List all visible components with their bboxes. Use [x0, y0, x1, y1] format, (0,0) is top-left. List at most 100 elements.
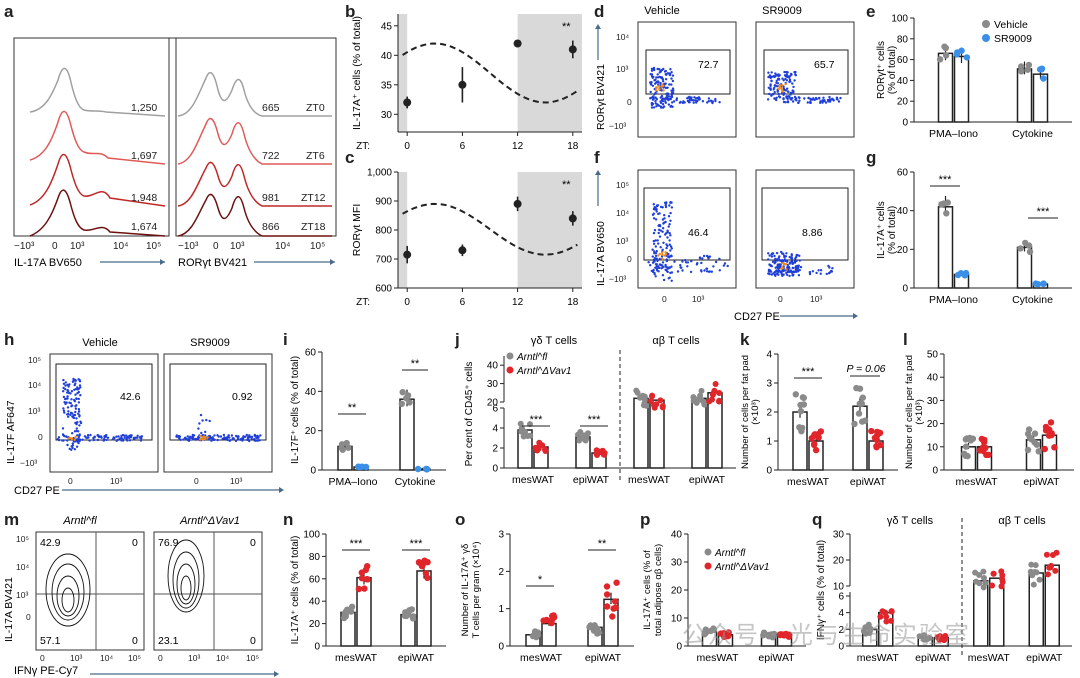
- ylabel-line: (×10³): [914, 399, 925, 425]
- event-dot: [661, 103, 665, 106]
- sample-dot: [651, 402, 657, 409]
- event-dot: [777, 92, 780, 96]
- event-dot: [653, 252, 656, 255]
- bar-vehicle-0: [937, 206, 954, 289]
- event-dot: [839, 96, 842, 100]
- xcat-label: mesWAT: [335, 652, 378, 664]
- event-dot: [706, 101, 709, 104]
- event-dot: [248, 434, 251, 437]
- ytick-label: 60: [305, 348, 317, 359]
- event-dot: [665, 246, 668, 250]
- event-dot: [200, 431, 203, 435]
- sample-dot: [859, 418, 866, 425]
- event-dot: [72, 377, 75, 381]
- event-dot: [70, 437, 74, 440]
- event-dot: [73, 448, 77, 451]
- event-dot: [828, 95, 831, 99]
- event-dot: [652, 217, 656, 220]
- svg-text:10³: 10³: [28, 406, 40, 416]
- event-dot: [670, 271, 674, 274]
- m-q-right-1: 0: [250, 537, 256, 549]
- event-dot: [659, 69, 662, 73]
- event-dot: [129, 434, 132, 437]
- sample-dot: [609, 613, 616, 620]
- m-q-left-0: 42.9: [40, 537, 61, 549]
- event-dot: [70, 404, 74, 407]
- sample-dot: [402, 609, 409, 616]
- event-dot: [665, 94, 669, 98]
- event-dot: [659, 81, 662, 85]
- event-dot: [75, 404, 78, 407]
- q-title-gd: γδ T cells: [887, 515, 934, 527]
- event-dot: [68, 447, 71, 450]
- sample-dot: [797, 401, 804, 409]
- event-dot: [781, 266, 784, 270]
- sample-dot: [716, 397, 723, 404]
- event-dot: [793, 270, 796, 274]
- xtick-label: 6: [460, 141, 466, 150]
- event-dot: [67, 415, 70, 418]
- event-dot: [775, 96, 778, 100]
- significance-label: **: [348, 402, 357, 414]
- sample-dot: [1043, 551, 1050, 558]
- event-dot: [68, 437, 72, 440]
- event-dot: [66, 413, 69, 416]
- panel-label-l: l: [903, 330, 908, 349]
- sample-dot: [1036, 576, 1043, 583]
- panel-l-bar-chart: 0 10 20 30 40 50 mesWAT epiWAT Number of cells p…: [904, 350, 1074, 488]
- event-dot: [789, 93, 792, 96]
- sample-dot: [603, 591, 611, 598]
- event-dot: [789, 72, 793, 76]
- event-dot: [66, 389, 69, 392]
- sample-dot: [633, 387, 640, 394]
- histogram-left-zt12: [29, 153, 166, 207]
- sample-dot: [978, 435, 985, 443]
- ytick-label: 3: [498, 530, 504, 541]
- xlabel: ZT:: [356, 141, 370, 150]
- event-dot: [819, 272, 822, 275]
- xcat-label: mesWAT: [787, 476, 830, 488]
- event-dot: [661, 274, 665, 277]
- event-dot: [781, 261, 785, 265]
- sample-dot: [603, 603, 611, 610]
- ytick-label: 50: [927, 350, 939, 361]
- panel-q-bar-chart: γδ T cells αβ T cells 0 2 4 610 20 30 mesWAT epiW…: [816, 515, 1072, 664]
- event-dot: [783, 70, 786, 74]
- event-dot: [651, 98, 655, 101]
- event-dot: [786, 101, 790, 104]
- event-dot: [661, 261, 665, 264]
- sample-dot: [980, 568, 987, 575]
- event-dot: [664, 203, 667, 207]
- sample-dot: [536, 439, 543, 446]
- shaded-night-1: [517, 14, 582, 132]
- event-dot: [254, 439, 257, 442]
- a-right-tick-3: 10⁴: [275, 241, 290, 252]
- panel-label-p: p: [640, 510, 651, 529]
- event-dot: [244, 435, 247, 438]
- sample-dot: [338, 444, 345, 451]
- event-dot: [120, 436, 123, 439]
- event-dot: [718, 269, 721, 272]
- event-dot: [653, 272, 656, 276]
- sample-dot: [1052, 567, 1059, 574]
- event-dot: [705, 267, 708, 270]
- svg-text:−10³: −10³: [609, 121, 626, 131]
- svg-text:10⁵: 10⁵: [16, 534, 29, 544]
- event-dot: [664, 78, 668, 81]
- event-dot: [71, 412, 74, 415]
- event-dot: [663, 82, 666, 86]
- legend-sr9009: SR9009: [994, 33, 1032, 45]
- event-dot: [120, 434, 123, 437]
- event-dot: [676, 270, 680, 273]
- event-dot: [663, 70, 667, 73]
- a-left-tick-4: 10⁵: [146, 241, 161, 252]
- sample-dot: [1025, 242, 1033, 249]
- ytick-label: 0: [902, 284, 908, 295]
- event-dot: [796, 270, 800, 273]
- significance-label: ***: [802, 366, 816, 378]
- sample-dot: [1048, 431, 1055, 439]
- a-left-tick-1: 0: [52, 241, 58, 252]
- event-dot: [656, 73, 659, 76]
- event-dot: [785, 268, 788, 271]
- event-dot: [668, 243, 671, 246]
